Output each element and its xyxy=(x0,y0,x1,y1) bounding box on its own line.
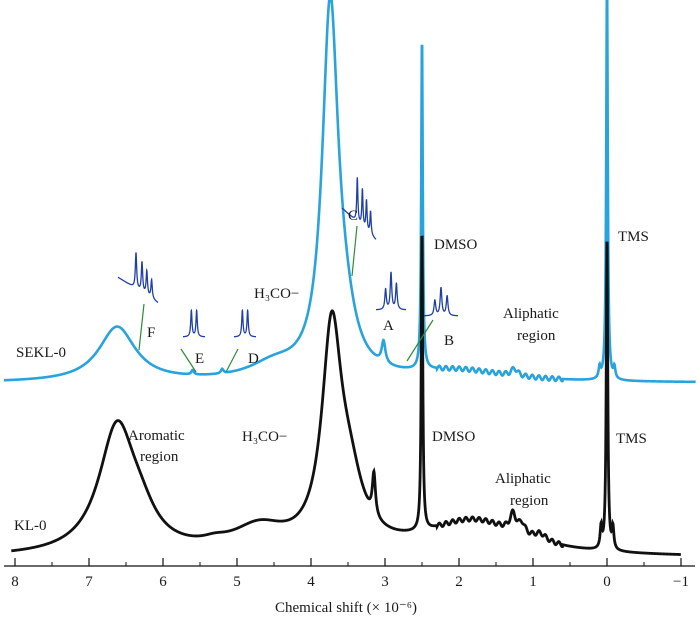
kl-0-label: KL-0 xyxy=(14,518,47,534)
inset-multiplet-c xyxy=(341,177,377,240)
kl-region-label: region xyxy=(140,449,179,465)
sekl-0-label: SEKL-0 xyxy=(16,345,66,361)
x-axis-ticks: 8 7 6 5 4 3 2 1 0 −1 xyxy=(11,558,689,590)
plot-area xyxy=(3,0,696,556)
inset-letter-b: B xyxy=(444,333,454,349)
kl-tms-label: TMS xyxy=(616,431,647,447)
x-tick-label: 6 xyxy=(159,574,167,590)
sekl-tms-label: TMS xyxy=(618,229,649,245)
inset-letter-f: F xyxy=(147,325,155,341)
inset-pointer-d xyxy=(225,348,239,373)
inset-multiplet-a xyxy=(375,271,407,311)
x-tick-label: 0 xyxy=(603,574,611,590)
sekl-region-label: region xyxy=(517,328,556,344)
kl-aliphatic-label: Aliphatic xyxy=(495,471,551,487)
inset-letter-e: E xyxy=(195,351,204,367)
sekl-aliphatic-label: Aliphatic xyxy=(503,306,559,322)
kl-h3co-label: H₃CO− xyxy=(242,429,287,445)
kl-region2-label: region xyxy=(510,493,549,509)
multiplet-insets: F E D C A B xyxy=(117,177,459,373)
inset-pointer-c xyxy=(351,225,358,277)
inset-multiplet-e xyxy=(182,308,206,338)
sekl-dmso-label: DMSO xyxy=(434,237,478,253)
sekl-h3co-label: H₃CO− xyxy=(254,286,299,302)
inset-letter-a: A xyxy=(383,318,394,334)
x-tick-label: 3 xyxy=(381,574,389,590)
x-tick-label: 2 xyxy=(455,574,463,590)
inset-letter-d: D xyxy=(248,351,259,367)
inset-pointer-e xyxy=(180,348,197,373)
x-axis-title: Chemical shift (× 10⁻⁶) xyxy=(275,600,417,616)
x-tick-label: 1 xyxy=(529,574,537,590)
kl-0-spectrum-line xyxy=(11,235,681,556)
inset-pointer-f xyxy=(138,303,145,351)
x-tick-label: −1 xyxy=(673,574,689,590)
kl-aromatic-label: Aromatic xyxy=(128,428,185,444)
sekl-0-spectrum-line xyxy=(3,0,696,384)
kl-dmso-label: DMSO xyxy=(432,429,476,445)
x-tick-label: 8 xyxy=(11,574,19,590)
inset-multiplet-d xyxy=(233,308,257,338)
inset-multiplet-b xyxy=(423,287,459,317)
x-tick-label: 4 xyxy=(307,574,315,590)
x-tick-label: 5 xyxy=(233,574,241,590)
x-tick-label: 7 xyxy=(85,574,93,590)
inset-letter-c: C xyxy=(348,208,358,224)
inset-multiplet-f xyxy=(117,252,159,303)
inset-pointer-b xyxy=(406,319,434,362)
